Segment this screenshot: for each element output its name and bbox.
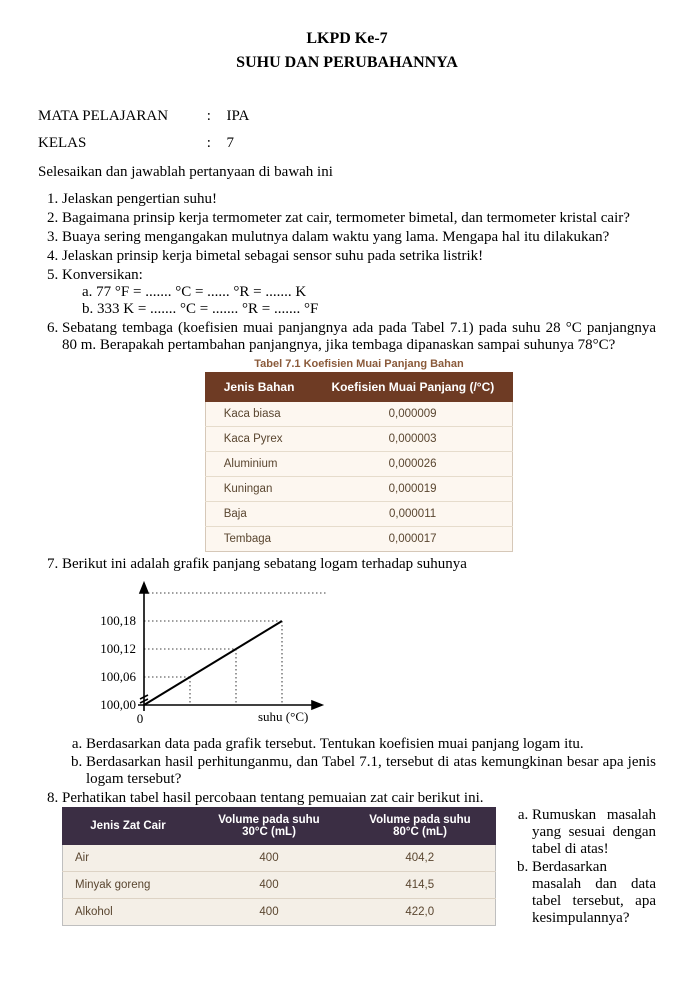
doc-title: LKPD Ke-7 [38, 30, 656, 48]
table71-cell: 0,000026 [313, 452, 513, 477]
table71-cell: 0,000019 [313, 477, 513, 502]
table8-cell: 400 [194, 845, 345, 872]
table8-cell: 400 [194, 872, 345, 899]
table71-caption: Tabel 7.1 Koefisien Muai Panjang Bahan [62, 358, 656, 370]
question-item: Buaya sering mengangakan mulutnya dalam … [62, 229, 656, 246]
table8-head-col1: Jenis Zat Cair [63, 808, 194, 845]
table71: Jenis Bahan Koefisien Muai Panjang (/°C)… [205, 372, 514, 552]
table71-cell: 0,000009 [313, 402, 513, 427]
question-item: Berikut ini adalah grafik panjang sebata… [62, 556, 656, 788]
table8-cell: 404,2 [345, 845, 496, 872]
table71-cell: Aluminium [205, 452, 313, 477]
table8-cell: 414,5 [345, 872, 496, 899]
chart7-ytick: 100,06 [100, 669, 136, 684]
meta-subject-row: MATA PELAJARAN : IPA [38, 108, 656, 125]
question-item: Jelaskan pengertian suhu! [62, 191, 656, 208]
meta-class-label: KELAS [38, 135, 203, 152]
table8-cell: 400 [194, 899, 345, 926]
table71-cell: Kaca Pyrex [205, 427, 313, 452]
chart7-svg: 100,00 100,06 100,12 100,18 0 suhu (°C) [82, 579, 342, 727]
table8-cell: 422,0 [345, 899, 496, 926]
meta-subject-value: IPA [227, 108, 250, 124]
q5b-line: b. 333 K = ....... °C = ....... °R = ...… [62, 301, 656, 318]
table71-head-col1: Jenis Bahan [205, 373, 313, 402]
meta-colon: : [207, 108, 223, 125]
q8a: Rumuskan masalah yang sesuai dengan tabe… [532, 807, 656, 858]
table8-head-col3: Volume pada suhu 80°C (mL) [345, 808, 496, 845]
meta-colon: : [207, 135, 223, 152]
question-item: Jelaskan prinsip kerja bimetal sebagai s… [62, 248, 656, 265]
table71-cell: 0,000003 [313, 427, 513, 452]
table71-cell: Tembaga [205, 527, 313, 552]
question-item: Perhatikan tabel hasil percobaan tentang… [62, 790, 656, 930]
question-item: Sebatang tembaga (koefisien muai panjang… [62, 320, 656, 552]
table8-cell: Minyak goreng [63, 872, 194, 899]
chart7-x-origin: 0 [137, 711, 144, 726]
q8b: Berdasarkan masalah dan data tabel terse… [532, 859, 656, 927]
table71-cell: 0,000017 [313, 527, 513, 552]
q7a: Berdasarkan data pada grafik tersebut. T… [86, 736, 656, 753]
q8-lead: Perhatikan tabel hasil percobaan tentang… [62, 790, 484, 806]
meta-class-value: 7 [227, 135, 235, 151]
table71-head-col2: Koefisien Muai Panjang (/°C) [313, 373, 513, 402]
q5-lead: Konversikan: [62, 267, 143, 283]
q7b: Berdasarkan hasil perhitunganmu, dan Tab… [86, 754, 656, 788]
instruction-text: Selesaikan dan jawablah pertanyaan di ba… [38, 164, 656, 181]
table71-cell: Kuningan [205, 477, 313, 502]
chart7-ytick: 100,12 [100, 641, 136, 656]
meta-class-row: KELAS : 7 [38, 135, 656, 152]
question-item: Bagaimana prinsip kerja termometer zat c… [62, 210, 656, 227]
question-item: Konversikan: a. 77 °F = ....... °C = ...… [62, 267, 656, 318]
table8: Jenis Zat Cair Volume pada suhu 30°C (mL… [62, 807, 496, 926]
chart7-wrap: 100,00 100,06 100,12 100,18 0 suhu (°C) [82, 579, 656, 732]
table71-cell: 0,000011 [313, 502, 513, 527]
table71-cell: Baja [205, 502, 313, 527]
table8-cell: Air [63, 845, 194, 872]
chart7-xlabel: suhu (°C) [258, 709, 308, 724]
q6-text: Sebatang tembaga (koefisien muai panjang… [62, 320, 656, 353]
q7-lead: Berikut ini adalah grafik panjang sebata… [62, 556, 467, 572]
meta-subject-label: MATA PELAJARAN [38, 108, 203, 125]
table71-cell: Kaca biasa [205, 402, 313, 427]
q7-sublist: Berdasarkan data pada grafik tersebut. T… [62, 736, 656, 788]
q5a-line: a. 77 °F = ....... °C = ...... °R = ....… [62, 284, 656, 301]
q8-sublist: Rumuskan masalah yang sesuai dengan tabe… [508, 807, 656, 928]
question-list: Jelaskan pengertian suhu! Bagaimana prin… [38, 191, 656, 930]
chart7-ytick: 100,18 [100, 613, 136, 628]
doc-subtitle: SUHU DAN PERUBAHANNYA [38, 54, 656, 72]
table8-cell: Alkohol [63, 899, 194, 926]
chart7-ytick: 100,00 [100, 697, 136, 712]
table8-head-col2: Volume pada suhu 30°C (mL) [194, 808, 345, 845]
